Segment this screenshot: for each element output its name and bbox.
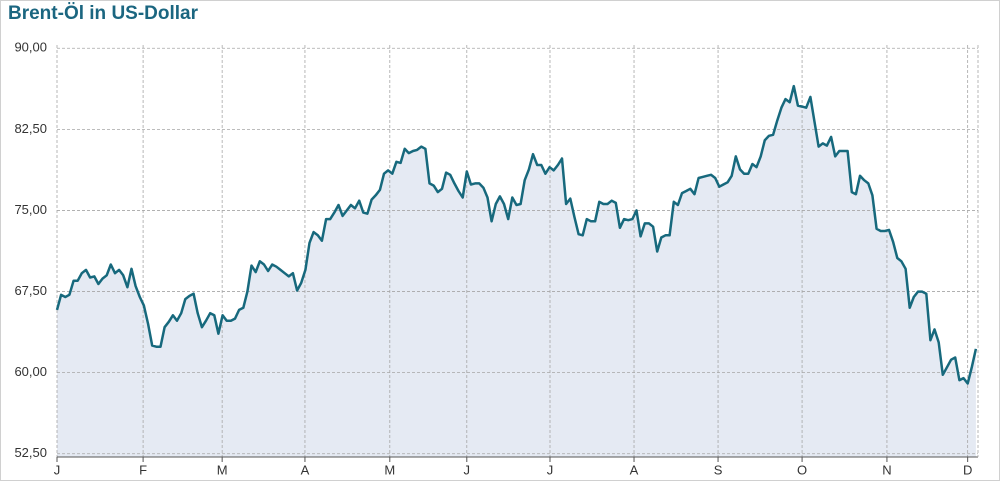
y-tick-label: 90,00: [14, 40, 47, 55]
y-tick-label: 60,00: [14, 364, 47, 379]
x-tick-label: D: [963, 462, 972, 477]
chart-title: Brent-Öl in US-Dollar: [8, 3, 199, 24]
x-tick-label: O: [797, 462, 807, 477]
x-tick-label: A: [301, 462, 310, 477]
y-tick-label: 82,50: [14, 121, 47, 136]
area: [57, 86, 976, 457]
x-tick-label: M: [384, 462, 395, 477]
y-tick-label: 67,50: [14, 283, 47, 298]
x-tick-label: A: [630, 462, 639, 477]
x-tick-label: J: [464, 462, 471, 477]
x-tick-label: F: [139, 462, 147, 477]
x-tick-label: J: [547, 462, 554, 477]
x-tick-label: N: [882, 462, 891, 477]
x-tick-label: S: [714, 462, 723, 477]
x-tick-label: M: [217, 462, 228, 477]
line: [55, 84, 978, 385]
y-tick-label: 75,00: [14, 202, 47, 217]
x-tick-label: J: [54, 462, 61, 477]
y-tick-label: 52,50: [14, 445, 47, 460]
